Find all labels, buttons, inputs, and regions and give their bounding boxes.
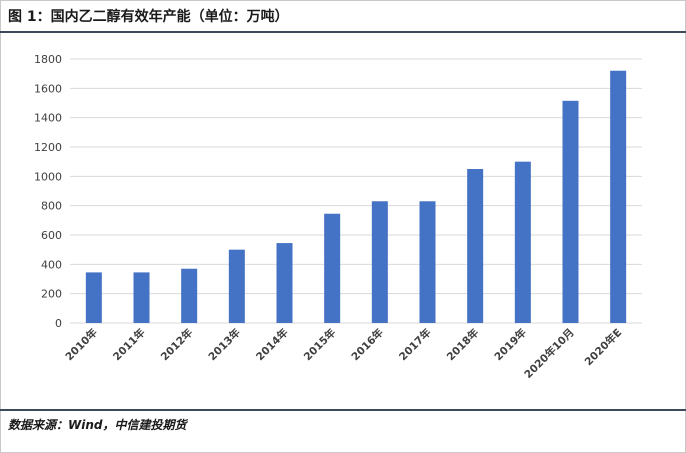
y-tick-label: 1000 — [34, 170, 62, 183]
bar-4 — [276, 243, 293, 323]
x-tick-label: 2011年 — [110, 326, 148, 364]
data-source: 数据来源：Wind，中信建投期货 — [8, 418, 187, 432]
x-tick-label: 2010年 — [63, 326, 101, 364]
bar-0 — [85, 272, 102, 323]
title-divider — [0, 31, 686, 33]
figure-title: 图 1：国内乙二醇有效年产能（单位：万吨） — [8, 9, 289, 25]
source-divider — [0, 409, 686, 411]
x-tick-label: 2015年 — [301, 326, 339, 364]
x-tick-label: 2017年 — [396, 326, 434, 364]
bar-1 — [133, 272, 150, 323]
y-tick-label: 1400 — [34, 112, 62, 125]
x-tick-label: 2013年 — [206, 326, 244, 364]
bar-6 — [371, 201, 388, 323]
x-tick-label: 2020年10月 — [522, 326, 577, 381]
x-tick-label: 2019年 — [492, 326, 530, 364]
y-tick-label: 600 — [41, 229, 62, 242]
bar-5 — [324, 213, 341, 323]
x-tick-label: 2020年E — [582, 326, 624, 368]
y-tick-label: 1600 — [34, 82, 62, 95]
x-tick-label: 2016年 — [349, 326, 387, 364]
bar-10 — [562, 100, 579, 323]
x-axis: 2010年 2011年 2012年 2013年 2014年 2015年 2016年 2017年… — [63, 326, 625, 381]
bar-7 — [419, 201, 436, 323]
x-tick-label: 2014年 — [253, 326, 291, 364]
y-axis: 0 200 400 600 800 1000 1200 1400 1600 1800 — [34, 53, 62, 330]
bar-8 — [467, 169, 484, 323]
y-tick-label: 1800 — [34, 53, 62, 66]
y-tick-label: 400 — [41, 258, 62, 271]
bar-3 — [228, 249, 245, 323]
gridlines — [70, 58, 642, 324]
x-tick-label: 2012年 — [158, 326, 196, 364]
y-tick-label: 0 — [55, 317, 62, 330]
y-tick-label: 1200 — [34, 141, 62, 154]
bars — [85, 70, 627, 323]
bar-11 — [610, 70, 627, 323]
y-tick-label: 200 — [41, 288, 62, 301]
x-tick-label: 2018年 — [444, 326, 482, 364]
bar-2 — [181, 268, 198, 323]
bar-9 — [514, 161, 531, 323]
y-tick-label: 800 — [41, 200, 62, 213]
